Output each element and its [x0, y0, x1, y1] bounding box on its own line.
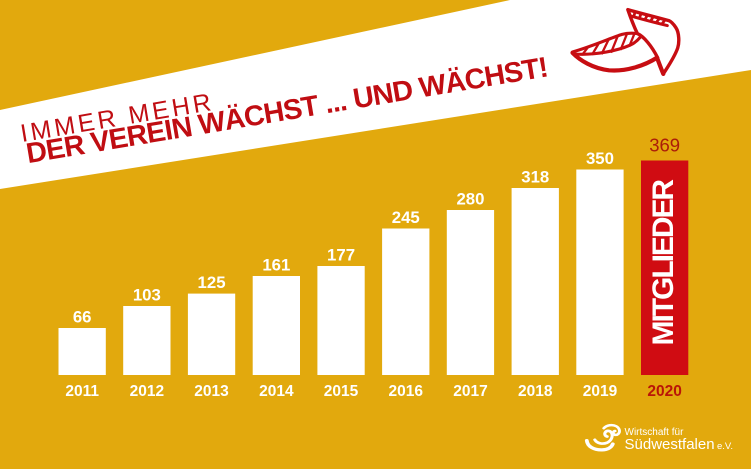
svg-text:2012: 2012 [130, 383, 164, 400]
svg-text:350: 350 [586, 149, 614, 168]
svg-text:2016: 2016 [389, 383, 424, 400]
svg-text:125: 125 [198, 273, 226, 292]
svg-text:2018: 2018 [518, 383, 553, 400]
svg-text:2013: 2013 [194, 383, 229, 400]
svg-text:103: 103 [133, 286, 161, 305]
svg-text:Südwestfalen: Südwestfalen [625, 436, 715, 453]
svg-text:2019: 2019 [583, 383, 618, 400]
svg-text:MITGLIEDER: MITGLIEDER [647, 179, 680, 346]
svg-text:2017: 2017 [453, 383, 487, 400]
svg-text:318: 318 [521, 168, 549, 187]
svg-text:177: 177 [327, 246, 355, 265]
svg-text:161: 161 [262, 256, 290, 275]
svg-text:e.V.: e.V. [717, 441, 733, 452]
svg-text:Wirtschaft für: Wirtschaft für [625, 427, 685, 438]
svg-text:2011: 2011 [65, 383, 99, 400]
svg-text:245: 245 [392, 208, 420, 227]
svg-text:2015: 2015 [324, 383, 359, 400]
svg-text:2014: 2014 [259, 383, 294, 400]
svg-text:2020: 2020 [647, 383, 681, 400]
svg-text:280: 280 [456, 190, 484, 209]
svg-text:66: 66 [73, 308, 92, 327]
svg-text:369: 369 [649, 135, 680, 156]
